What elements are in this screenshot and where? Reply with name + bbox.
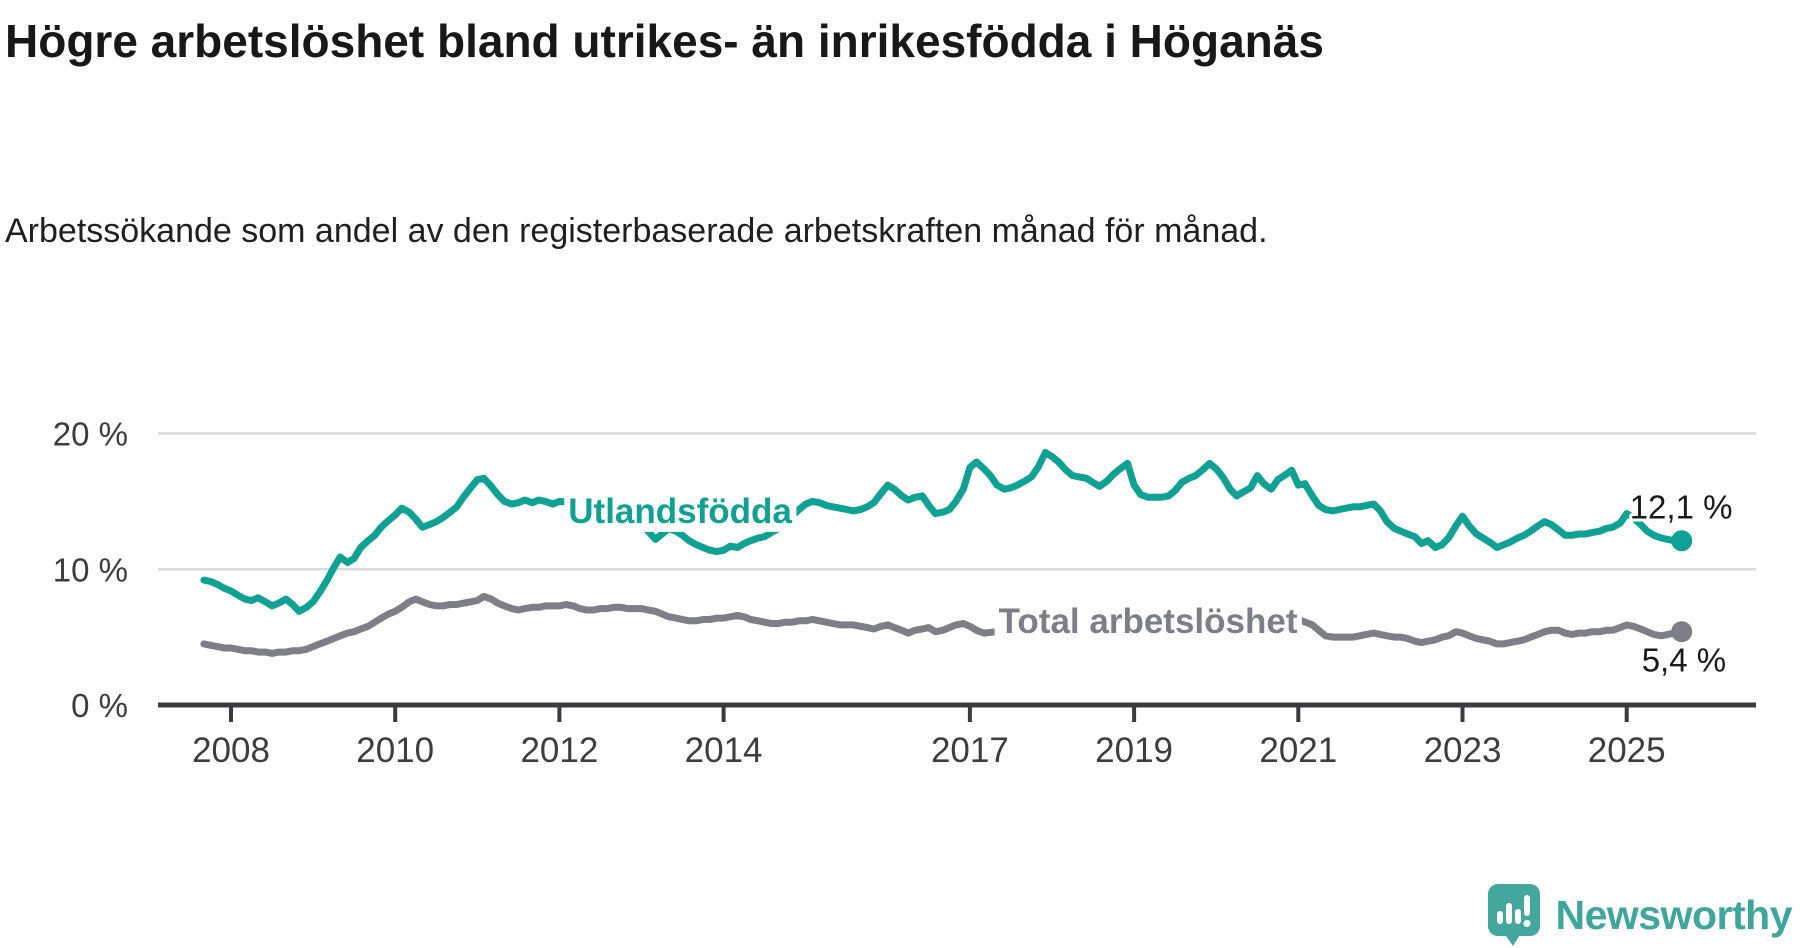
page-title: Högre arbetslöshet bland utrikes- än inr…: [5, 15, 1324, 67]
y-axis-tick-label: 10 %: [53, 551, 128, 588]
series-label-total: Total arbetslöshet: [999, 602, 1298, 641]
series-end-dot: [1671, 621, 1693, 643]
series-label-utlandsfodda: Utlandsfödda: [568, 492, 792, 531]
series-line-total: [200, 592, 1686, 657]
x-axis-tick-label: 2008: [192, 731, 270, 770]
series-end-dot: [1671, 530, 1693, 552]
x-axis-tick-label: 2014: [685, 731, 763, 770]
y-axis-tick-label: 20 %: [53, 416, 128, 453]
x-axis-tick-label: 2012: [520, 731, 598, 770]
brand-wordmark: Newsworthy: [1555, 891, 1793, 938]
series-end-value-label: 12,1 %: [1630, 489, 1733, 526]
x-axis-tick-label: 2019: [1095, 731, 1173, 770]
page-subtitle: Arbetssökande som andel av den registerb…: [5, 212, 1268, 250]
x-axis-tick-label: 2025: [1588, 731, 1666, 770]
series-label-backing: [564, 490, 797, 532]
y-axis-tick-label: 0 %: [71, 687, 128, 724]
x-axis-tick-label: 2023: [1424, 731, 1502, 770]
x-axis-tick-label: 2021: [1259, 731, 1337, 770]
series-label-backing: [994, 600, 1302, 642]
x-axis-tick-label: 2010: [356, 731, 434, 770]
x-axis-tick-label: 2017: [931, 731, 1009, 770]
series-end-value-label: 5,4 %: [1642, 642, 1726, 679]
newsworthy-logo-icon: [1487, 884, 1540, 946]
brand-footer: Newsworthy: [1487, 884, 1793, 946]
series-line-utlandsfodda: [200, 449, 1686, 615]
